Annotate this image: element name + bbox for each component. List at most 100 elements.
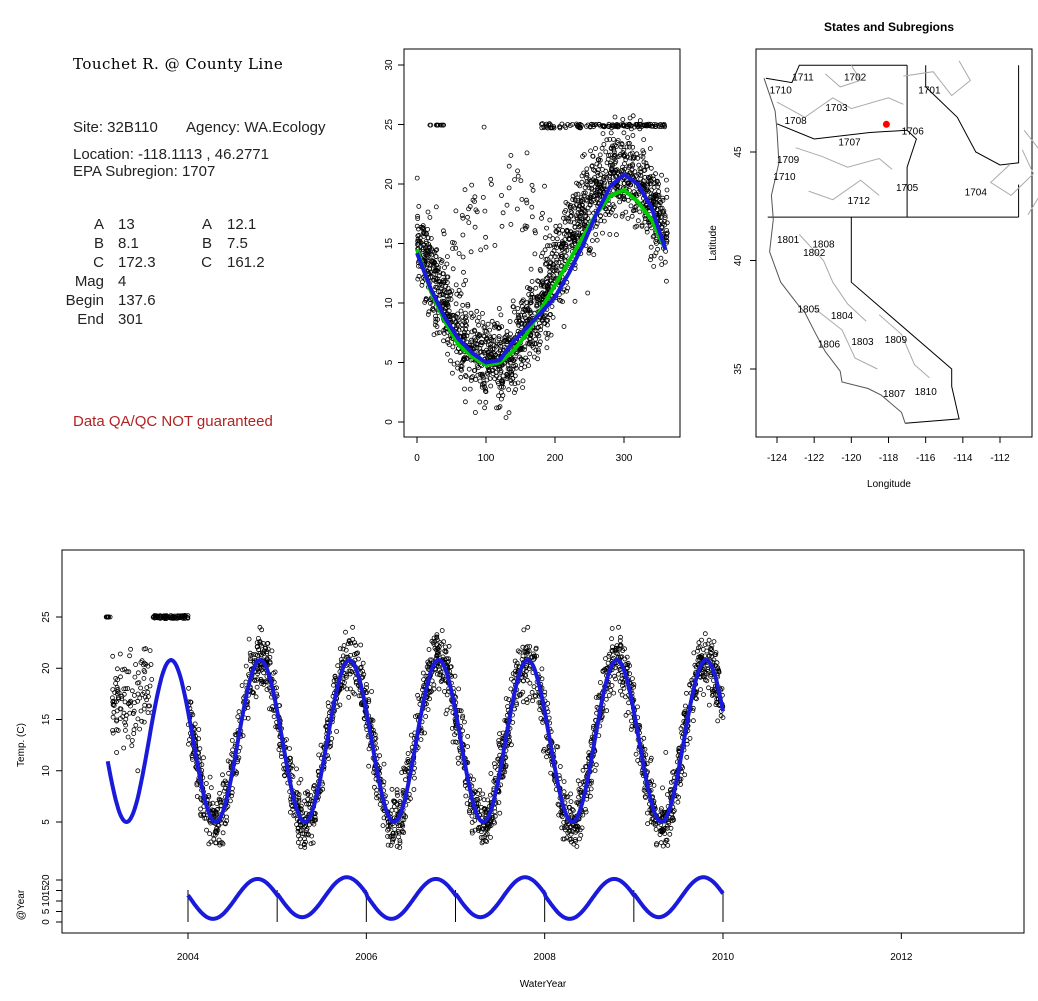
data-point: [582, 185, 588, 191]
data-point: [468, 375, 474, 381]
data-point: [527, 308, 533, 314]
data-point: [651, 263, 657, 269]
data-point: [196, 727, 202, 732]
data-point: [522, 315, 528, 321]
subregion-boundary: [878, 314, 930, 379]
data-point: [635, 704, 640, 710]
data-point: [444, 692, 450, 698]
data-point: [482, 208, 488, 214]
data-point: [465, 744, 471, 749]
data-point: [534, 303, 539, 309]
data-point: [607, 170, 613, 176]
data-point: [471, 313, 476, 319]
data-point: [641, 137, 647, 143]
data-point: [608, 146, 614, 151]
data-point: [529, 343, 535, 349]
data-point: [660, 209, 665, 214]
data-point: [483, 399, 489, 405]
data-point: [462, 187, 468, 193]
data-point: [455, 365, 461, 371]
data-point: [570, 193, 576, 199]
data-point: [573, 198, 578, 203]
data-point: [604, 174, 609, 180]
data-point: [459, 367, 464, 373]
data-point: [637, 209, 643, 215]
data-point: [547, 243, 553, 249]
data-point: [607, 205, 613, 211]
data-point: [578, 213, 584, 218]
data-point: [547, 217, 553, 223]
data-point: [463, 277, 469, 283]
data-point: [527, 680, 533, 686]
data-point: [640, 148, 646, 154]
data-point: [441, 279, 447, 285]
data-point: [527, 286, 533, 292]
data-point: [557, 297, 562, 303]
data-point: [610, 143, 615, 149]
data-point: [405, 751, 411, 756]
subregion-boundary: [798, 234, 867, 322]
data-point: [601, 218, 607, 224]
data-point: [684, 690, 689, 696]
data-point: [488, 771, 494, 776]
data-point: [606, 693, 612, 698]
subregion-label: 1705: [896, 183, 919, 194]
data-point: [453, 282, 459, 288]
data-point: [667, 831, 673, 837]
data-point: [492, 242, 498, 248]
data-point: [584, 172, 590, 178]
data-point: [664, 228, 669, 233]
data-point: [565, 122, 571, 127]
data-point: [585, 290, 591, 296]
data-point: [593, 231, 599, 237]
data-point: [527, 310, 533, 316]
data-point: [496, 405, 502, 411]
subregion-label: 1710: [770, 85, 793, 96]
data-point: [389, 807, 395, 813]
data-point: [544, 754, 549, 760]
x-tick-label: 2006: [355, 952, 378, 963]
data-point: [604, 137, 610, 143]
lon-tick-label: -112: [990, 453, 1010, 464]
data-point: [543, 235, 548, 241]
data-point: [528, 332, 534, 337]
data-point: [439, 258, 445, 264]
site-title: Touchet R. @ County Line: [73, 55, 284, 73]
data-point: [658, 219, 664, 224]
data-point: [596, 121, 602, 127]
data-point: [506, 163, 512, 169]
data-point: [414, 223, 420, 229]
data-point: [612, 160, 618, 166]
data-point: [574, 216, 580, 222]
data-point: [387, 834, 393, 839]
data-point: [651, 233, 657, 239]
data-point: [529, 204, 535, 210]
data-point: [450, 266, 456, 272]
data-point: [500, 373, 506, 379]
data-point: [546, 264, 552, 270]
data-point: [455, 317, 461, 323]
data-point: [635, 122, 640, 127]
data-point: [532, 228, 538, 234]
data-point: [426, 647, 432, 652]
data-point: [494, 373, 500, 379]
data-point: [542, 183, 547, 189]
data-point: [565, 285, 571, 291]
data-point: [698, 687, 703, 692]
data-point: [469, 813, 475, 819]
data-point: [590, 153, 596, 159]
data-point: [648, 244, 654, 250]
y-tick-label: 5: [41, 908, 52, 914]
data-point: [472, 340, 478, 346]
data-point: [610, 170, 616, 175]
data-point: [568, 229, 574, 235]
data-point: [329, 736, 335, 741]
x-tick-label: 200: [547, 453, 564, 464]
data-point: [440, 228, 446, 234]
data-point: [128, 646, 134, 652]
data-point: [542, 261, 548, 267]
data-point: [596, 157, 602, 163]
data-point: [605, 209, 611, 215]
data-point: [461, 282, 467, 288]
data-point: [135, 670, 141, 676]
